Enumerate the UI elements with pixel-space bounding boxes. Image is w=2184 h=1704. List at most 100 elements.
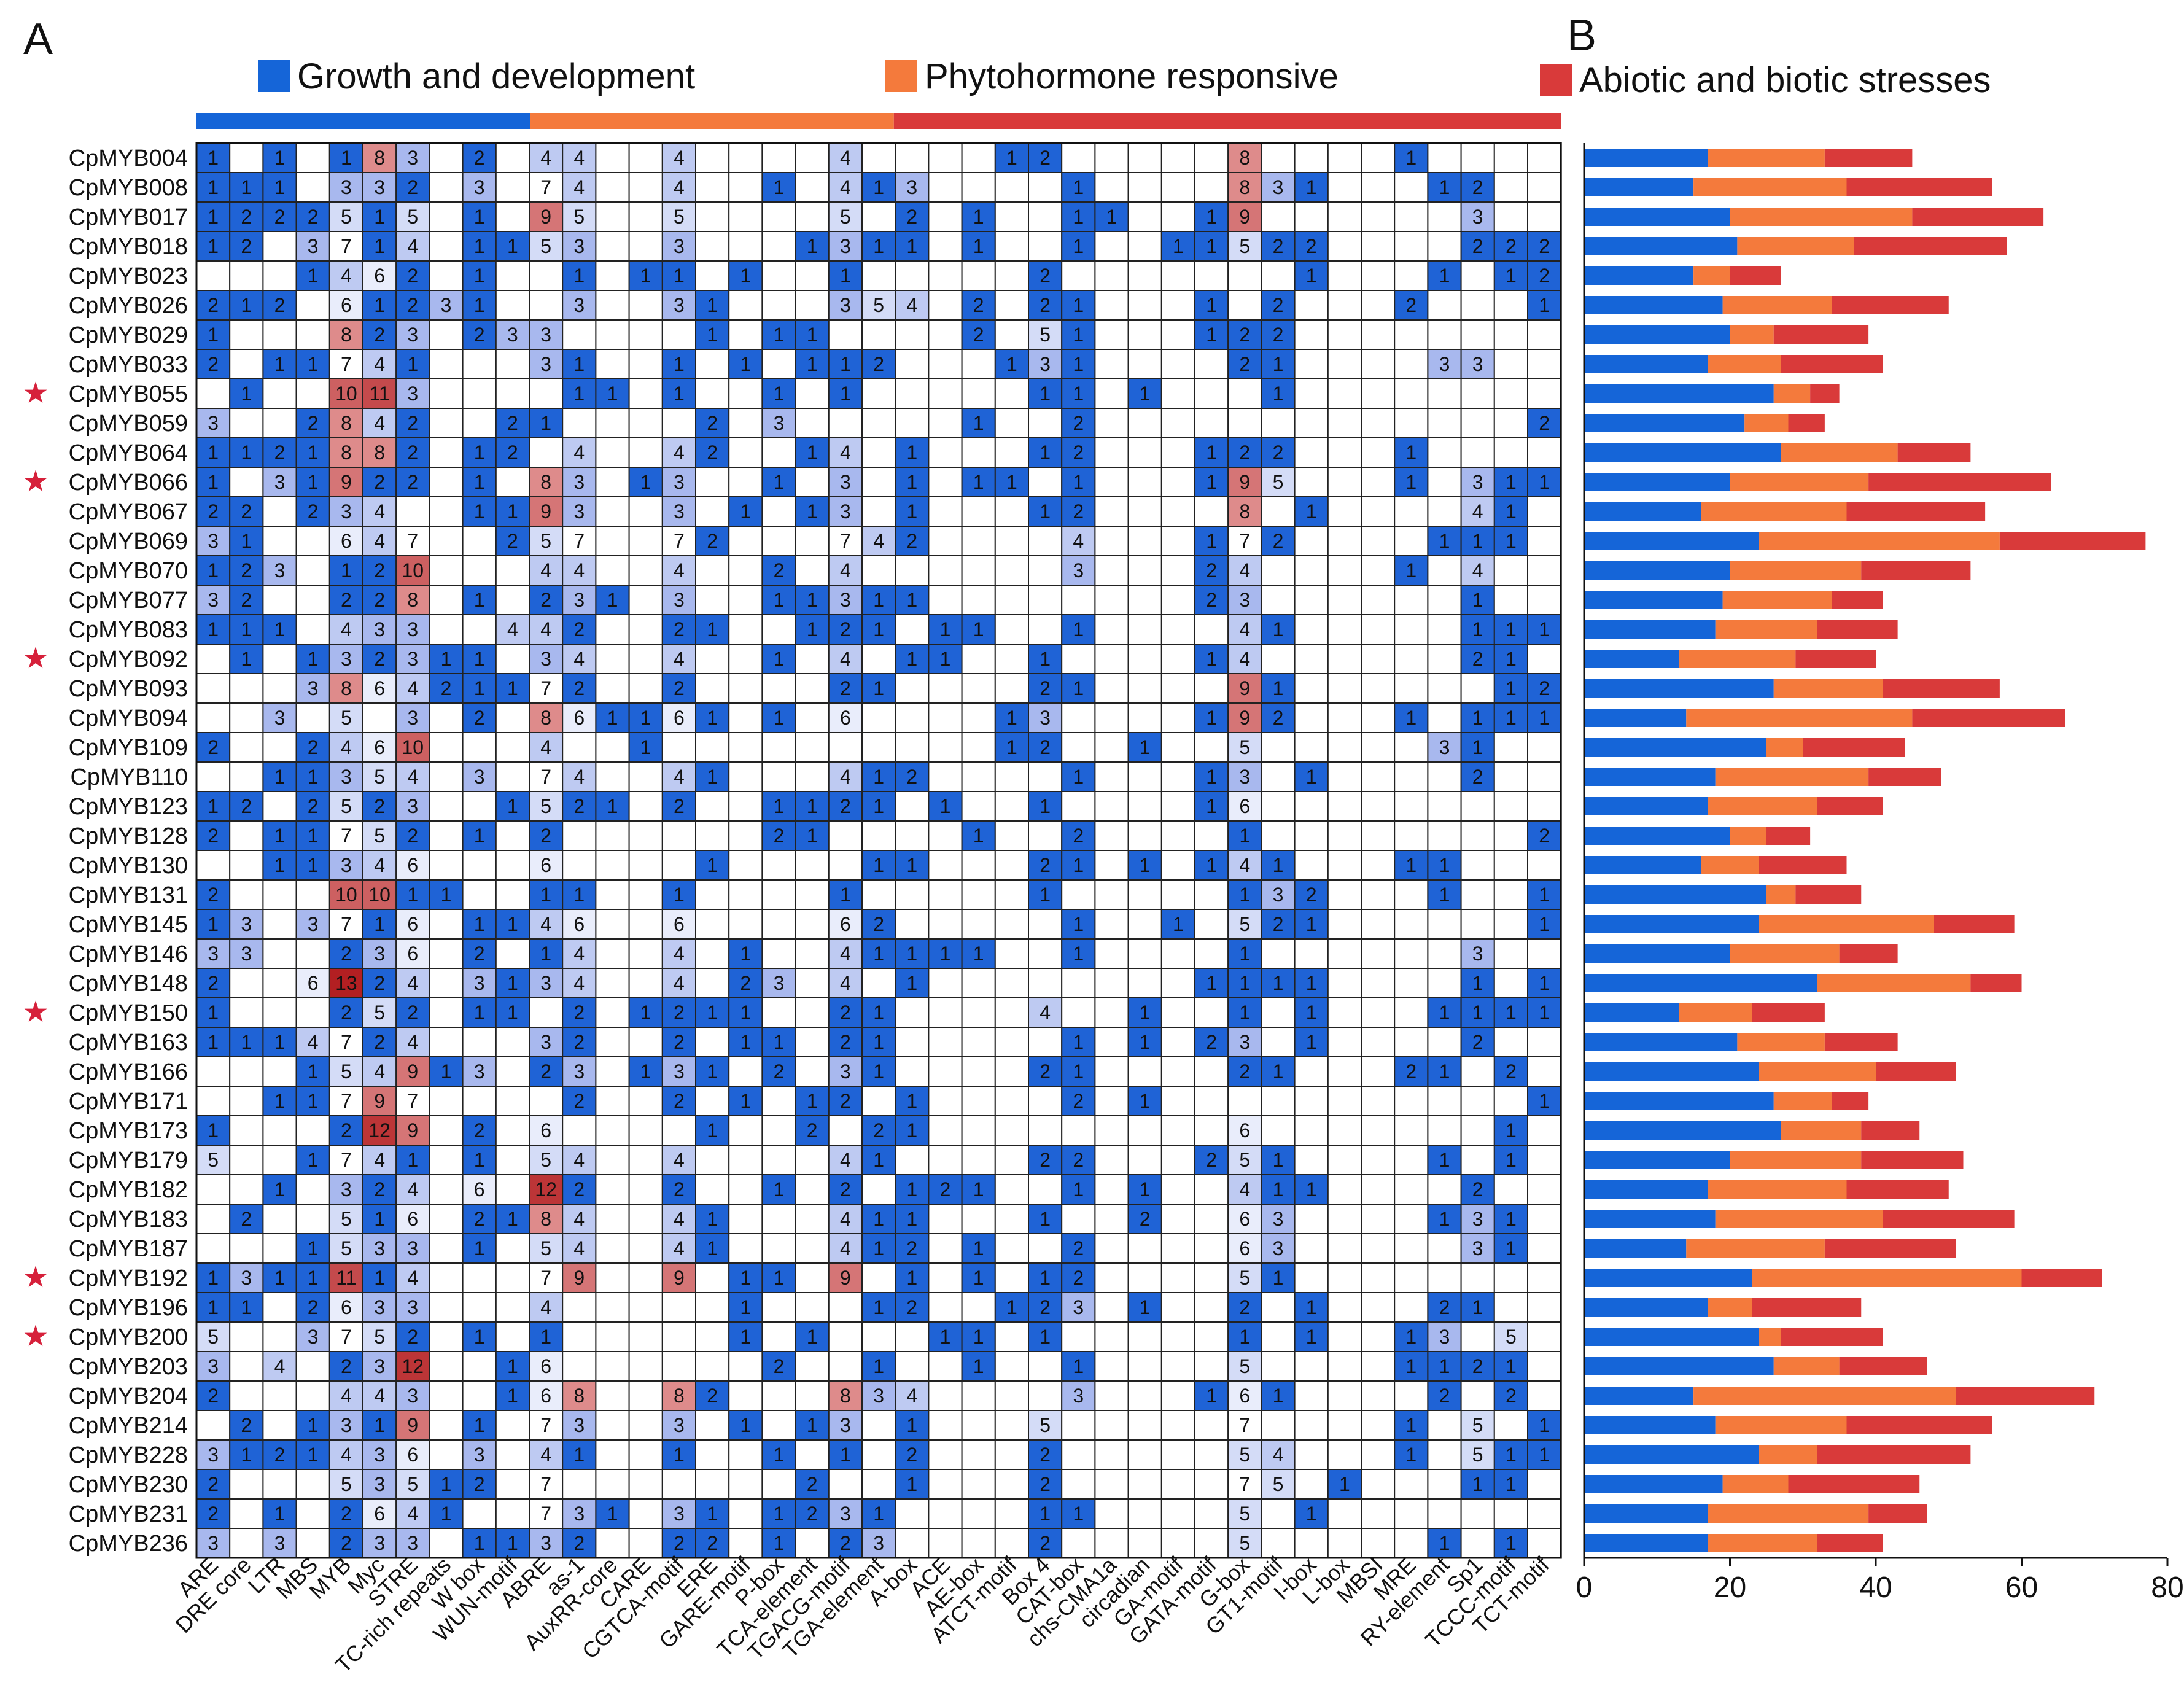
heatmap-cell-value: 8: [1239, 176, 1250, 198]
heatmap-cell-value: 1: [707, 294, 718, 316]
heatmap-cell: [628, 408, 663, 438]
heatmap-cell-value: 2: [1040, 677, 1051, 699]
heatmap-cell: [1061, 1115, 1096, 1146]
heatmap-cell: [961, 526, 996, 556]
heatmap-cell: [595, 909, 630, 940]
heatmap-cell: [994, 290, 1030, 321]
heatmap-cell: [495, 1498, 530, 1529]
heatmap-cell-value: 1: [1506, 1473, 1517, 1495]
heatmap-cell-value: 1: [208, 324, 219, 346]
heatmap-cell: [1527, 378, 1562, 409]
heatmap-cell: [761, 1410, 796, 1441]
heatmap-cell: [928, 673, 963, 704]
heatmap-cell: [1327, 1056, 1362, 1087]
heatmap-cell: [1094, 644, 1129, 674]
heatmap-cell-value: 2: [308, 1296, 319, 1318]
heatmap-cell: [1094, 1498, 1129, 1529]
heatmap-cell: [761, 1321, 796, 1352]
heatmap-cell-value: 3: [274, 1532, 286, 1554]
heatmap-cell: [328, 820, 363, 851]
heatmap-cell: [328, 201, 363, 232]
heatmap-cell: [595, 201, 630, 232]
heatmap-cell: [595, 1292, 630, 1323]
heatmap-cell-value: 7: [540, 677, 551, 699]
heatmap-cell-value: 3: [407, 383, 418, 405]
bar-phytohormone: [1773, 384, 1811, 403]
heatmap-cell: [728, 467, 763, 497]
heatmap-cell: [1094, 231, 1129, 262]
row-label: CpMYB004: [69, 146, 188, 171]
heatmap-cell-value: 4: [341, 618, 352, 640]
heatmap-cell: [928, 1351, 963, 1382]
heatmap-cell-value: 1: [1306, 913, 1317, 935]
heatmap-cell-value: 1: [740, 265, 751, 287]
heatmap-cell-value: 1: [308, 766, 319, 788]
heatmap-cell-value: 2: [1040, 294, 1051, 316]
heatmap-cell-value: 1: [274, 1503, 286, 1525]
heatmap-cell-value: 6: [840, 913, 851, 935]
heatmap-cell: [1227, 673, 1262, 704]
heatmap-cell-value: 7: [1239, 1473, 1250, 1495]
heatmap-cell-value: 2: [208, 1473, 219, 1495]
row-label: CpMYB069: [69, 529, 188, 554]
heatmap-cell: [1194, 319, 1229, 350]
heatmap-cell: [1394, 1292, 1429, 1323]
heatmap-cell-value: 4: [341, 265, 352, 287]
heatmap-cell: [495, 555, 530, 586]
heatmap-cell-value: 2: [374, 471, 385, 493]
heatmap-cell-value: 13: [335, 972, 357, 994]
heatmap-cell: [1194, 1262, 1229, 1293]
heatmap-cell-value: 2: [1239, 1296, 1250, 1318]
heatmap-cell: [861, 1439, 896, 1470]
heatmap-cell: [262, 702, 297, 733]
heatmap-cell-value: 1: [308, 1444, 319, 1466]
heatmap-cell: [595, 1351, 630, 1382]
heatmap-cell: [1227, 850, 1262, 881]
heatmap-cell-value: 1: [807, 589, 818, 611]
heatmap-cell: [1061, 437, 1096, 468]
heatmap-cell: [529, 349, 564, 379]
bar-phytohormone: [1693, 178, 1847, 196]
heatmap-cell-value: 1: [507, 795, 518, 817]
heatmap-cell-value: 2: [308, 500, 319, 523]
heatmap-cell: [861, 850, 896, 881]
heatmap-cell: [1294, 1439, 1329, 1470]
heatmap-cell: [562, 1469, 597, 1500]
heatmap-cell: [1527, 437, 1562, 468]
heatmap-cell: [462, 585, 497, 615]
heatmap-cell-value: 2: [341, 589, 352, 611]
heatmap-cell: [1493, 496, 1529, 527]
heatmap-cell: [295, 1351, 330, 1382]
heatmap-cell: [1460, 673, 1495, 704]
heatmap-cell-value: 3: [1040, 707, 1051, 729]
heatmap-cell-value: 5: [341, 707, 352, 729]
heatmap-cell: [628, 231, 663, 262]
heatmap-cell: [1493, 1056, 1529, 1087]
heatmap-cell: [661, 1292, 697, 1323]
heatmap-cell-value: 2: [1539, 677, 1550, 699]
heatmap-cell-value: 2: [208, 500, 219, 523]
heatmap-cell-value: 1: [707, 707, 718, 729]
heatmap-cell-value: 1: [1439, 854, 1450, 876]
heatmap-cell: [661, 732, 697, 763]
heatmap-cell: [1194, 1292, 1229, 1323]
heatmap-cell: [1294, 938, 1329, 969]
heatmap-cell: [429, 673, 464, 704]
heatmap-cell: [928, 1439, 963, 1470]
heatmap-cell-value: 2: [341, 1532, 352, 1554]
heatmap-cell-value: 2: [774, 559, 785, 582]
heatmap-cell: [1394, 1115, 1429, 1146]
heatmap-cell: [761, 1204, 796, 1234]
heatmap-cell: [1427, 644, 1462, 674]
bar-phytohormone: [1744, 414, 1789, 432]
heatmap-cell: [695, 1439, 730, 1470]
heatmap-cell: [1094, 732, 1129, 763]
heatmap-cell-value: 5: [1239, 736, 1250, 758]
heatmap-cell-value: 1: [774, 324, 785, 346]
heatmap-cell-value: 1: [1273, 353, 1284, 375]
heatmap-cell: [1361, 1439, 1396, 1470]
heatmap-cell: [661, 850, 697, 881]
heatmap-cell-value: 1: [274, 353, 286, 375]
heatmap-cell-value: 6: [407, 854, 418, 876]
heatmap-cell-value: 4: [341, 1444, 352, 1466]
